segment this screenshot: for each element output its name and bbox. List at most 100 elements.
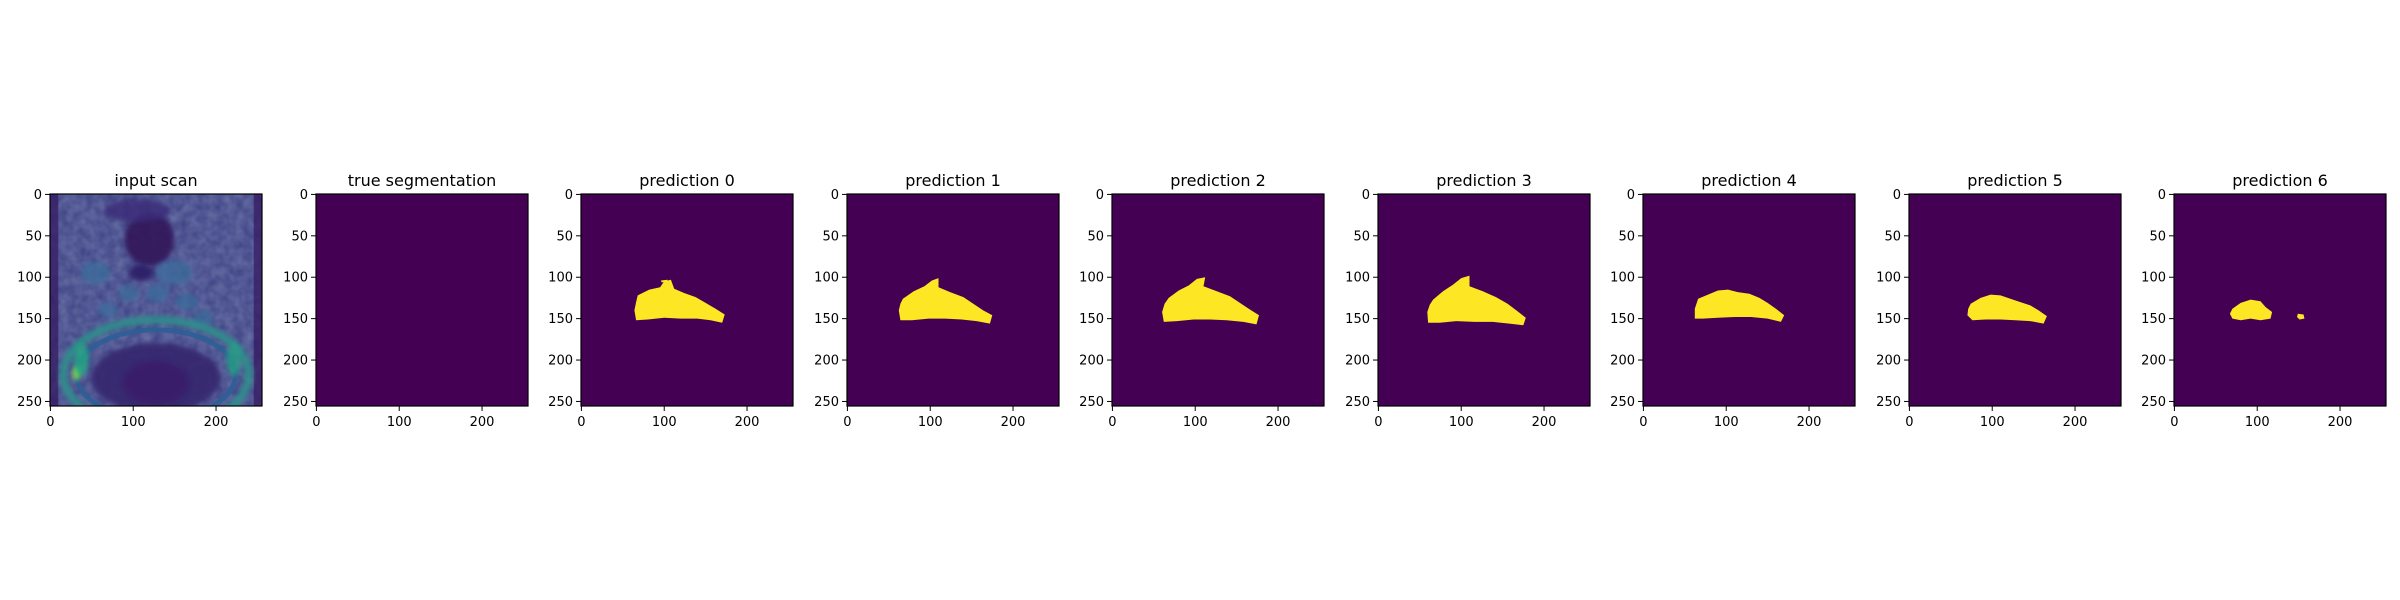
x-tick-label: 200 <box>1266 415 1291 430</box>
axes-frame <box>315 193 529 407</box>
panel-title: prediction 6 <box>2232 171 2328 190</box>
x-tick-label: 0 <box>312 415 320 430</box>
mask-region-0 <box>1427 275 1526 326</box>
panel-1: true segmentation 0 100 200 0 50 100 150 200 250 <box>283 171 529 430</box>
y-tick-label: 0 <box>34 188 42 203</box>
axes-frame <box>580 193 794 407</box>
y-tick-label: 250 <box>1610 395 1635 410</box>
y-tick-label: 150 <box>1610 312 1635 327</box>
axes-frame <box>846 193 1060 407</box>
x-tick-label: 0 <box>843 415 851 430</box>
y-tick-label: 150 <box>1079 312 1104 327</box>
mask-region-0 <box>898 278 993 324</box>
x-tick-label: 0 <box>1374 415 1382 430</box>
x-tick-label: 100 <box>121 415 146 430</box>
x-tick-label: 0 <box>1639 415 1647 430</box>
y-tick-label: 0 <box>300 188 308 203</box>
panel-title: prediction 2 <box>1170 171 1266 190</box>
panel-6: prediction 4 0 100 200 0 50 100 150 200 250 <box>1610 171 1856 430</box>
y-tick-label: 50 <box>556 229 573 244</box>
y-tick-label: 100 <box>1079 271 1104 286</box>
axes-frame <box>1642 193 1856 407</box>
panel-8: prediction 6 0 100 200 0 50 100 150 200 250 <box>2141 171 2387 430</box>
y-tick-label: 50 <box>1353 229 1370 244</box>
y-tick-label: 50 <box>2149 229 2166 244</box>
y-tick-label: 200 <box>17 354 42 369</box>
y-tick-label: 150 <box>283 312 308 327</box>
y-tick-label: 250 <box>814 395 839 410</box>
panel-3: prediction 1 0 100 200 0 50 100 150 200 250 <box>814 171 1060 430</box>
x-tick-label: 100 <box>2245 415 2270 430</box>
y-tick-label: 0 <box>565 188 573 203</box>
panel-7: prediction 5 0 100 200 0 50 100 150 200 250 <box>1876 171 2122 430</box>
mask-region-0 <box>1967 294 2047 324</box>
axes-frame <box>49 193 263 407</box>
y-tick-label: 250 <box>1876 395 1901 410</box>
x-tick-label: 200 <box>2063 415 2088 430</box>
y-tick-label: 150 <box>1876 312 1901 327</box>
x-tick-label: 200 <box>2328 415 2353 430</box>
x-tick-label: 100 <box>387 415 412 430</box>
mask-background <box>2174 194 2386 406</box>
y-tick-label: 0 <box>1627 188 1635 203</box>
mask-background <box>316 194 528 406</box>
y-tick-label: 50 <box>1884 229 1901 244</box>
panel-5: prediction 3 0 100 200 0 50 100 150 200 250 <box>1345 171 1591 430</box>
x-tick-label: 200 <box>1001 415 1026 430</box>
x-tick-label: 200 <box>1797 415 1822 430</box>
y-tick-label: 50 <box>822 229 839 244</box>
y-tick-label: 200 <box>814 354 839 369</box>
x-tick-label: 100 <box>918 415 943 430</box>
y-tick-label: 250 <box>1345 395 1370 410</box>
y-tick-label: 200 <box>1610 354 1635 369</box>
panel-title: prediction 1 <box>905 171 1001 190</box>
y-tick-label: 0 <box>1362 188 1370 203</box>
panel-title: true segmentation <box>348 171 497 190</box>
y-tick-label: 150 <box>17 312 42 327</box>
mask-region-0 <box>2229 299 2273 321</box>
y-tick-label: 150 <box>1345 312 1370 327</box>
panel-title: input scan <box>114 171 197 190</box>
mask-background <box>1909 194 2121 406</box>
y-tick-label: 100 <box>1610 271 1635 286</box>
x-tick-label: 200 <box>735 415 760 430</box>
y-tick-label: 250 <box>1079 395 1104 410</box>
y-tick-label: 0 <box>2158 188 2166 203</box>
y-tick-label: 200 <box>283 354 308 369</box>
x-tick-label: 100 <box>1980 415 2005 430</box>
mask-region-0 <box>1162 277 1259 325</box>
y-tick-label: 50 <box>1618 229 1635 244</box>
y-tick-label: 100 <box>814 271 839 286</box>
y-tick-label: 0 <box>1096 188 1104 203</box>
panel-0: input scan 0 100 200 0 50 100 150 200 250 <box>17 171 263 430</box>
panel-2: prediction 0 0 100 200 0 50 100 150 200 250 <box>548 171 794 430</box>
y-tick-label: 150 <box>814 312 839 327</box>
panel-title: prediction 4 <box>1701 171 1797 190</box>
y-tick-label: 200 <box>1345 354 1370 369</box>
y-tick-label: 150 <box>548 312 573 327</box>
scan-image <box>50 194 262 407</box>
y-tick-label: 250 <box>2141 395 2166 410</box>
axes-frame <box>1377 193 1591 407</box>
mask-region-0 <box>634 279 725 323</box>
y-tick-label: 100 <box>548 271 573 286</box>
panels: input scan 0 100 200 0 50 100 150 200 250 true seg… <box>17 171 2387 430</box>
x-tick-label: 100 <box>1183 415 1208 430</box>
x-tick-label: 0 <box>577 415 585 430</box>
panel-title: prediction 3 <box>1436 171 1532 190</box>
x-tick-label: 0 <box>1905 415 1913 430</box>
y-tick-label: 200 <box>548 354 573 369</box>
y-tick-label: 100 <box>2141 271 2166 286</box>
axes-frame <box>1908 193 2122 407</box>
y-tick-label: 150 <box>2141 312 2166 327</box>
x-tick-label: 0 <box>2170 415 2178 430</box>
axes-frame <box>1111 193 1325 407</box>
y-tick-label: 200 <box>1079 354 1104 369</box>
x-tick-label: 100 <box>1714 415 1739 430</box>
x-tick-label: 100 <box>1449 415 1474 430</box>
y-tick-label: 200 <box>1876 354 1901 369</box>
x-tick-label: 0 <box>1108 415 1116 430</box>
y-tick-label: 0 <box>1893 188 1901 203</box>
x-tick-label: 200 <box>1532 415 1557 430</box>
